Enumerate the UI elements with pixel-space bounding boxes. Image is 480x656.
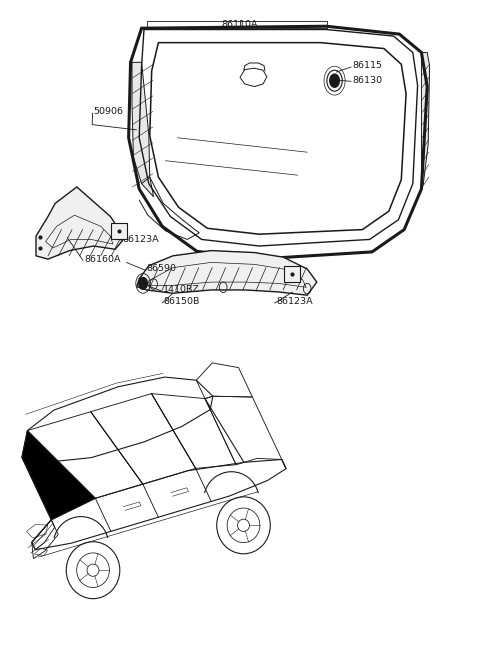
Text: 86123A: 86123A — [276, 297, 312, 306]
FancyBboxPatch shape — [284, 266, 300, 282]
Polygon shape — [22, 430, 96, 520]
Text: 1410BZ: 1410BZ — [163, 285, 200, 295]
Polygon shape — [137, 251, 317, 295]
Polygon shape — [421, 52, 430, 189]
FancyBboxPatch shape — [111, 223, 127, 239]
Circle shape — [330, 74, 339, 87]
Circle shape — [139, 277, 147, 289]
Text: 86160A: 86160A — [84, 255, 120, 264]
Text: 86150B: 86150B — [163, 297, 200, 306]
Text: 86110A: 86110A — [222, 20, 258, 30]
Text: 86130: 86130 — [353, 75, 383, 85]
Text: 86123A: 86123A — [122, 235, 159, 244]
Polygon shape — [36, 187, 122, 259]
Polygon shape — [132, 62, 154, 197]
Text: 50906: 50906 — [94, 107, 124, 116]
Text: 86590: 86590 — [146, 264, 177, 274]
Text: 86115: 86115 — [353, 61, 383, 70]
